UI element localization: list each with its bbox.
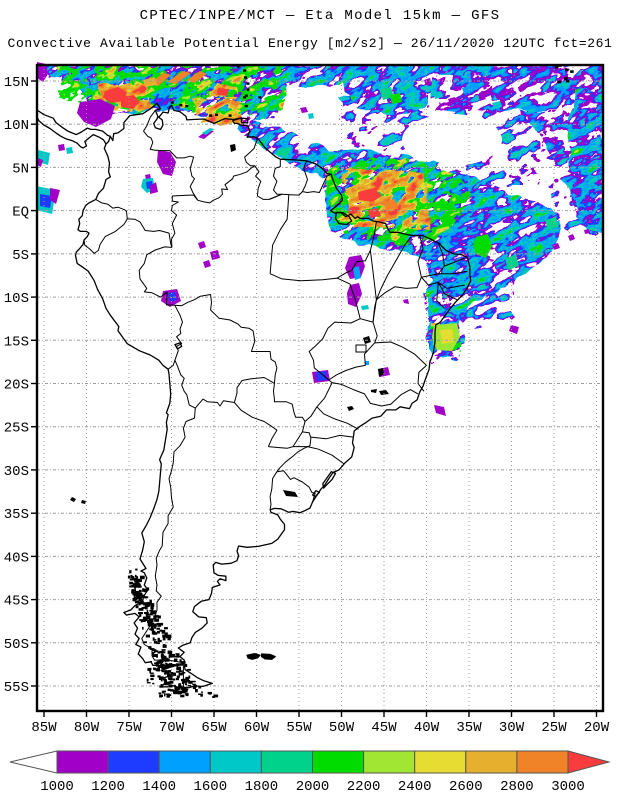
svg-text:3000: 3000 bbox=[551, 779, 585, 795]
svg-text:20W: 20W bbox=[584, 720, 610, 736]
svg-text:50S: 50S bbox=[4, 637, 29, 653]
svg-text:70W: 70W bbox=[159, 720, 185, 736]
svg-text:2400: 2400 bbox=[398, 779, 432, 795]
svg-text:2200: 2200 bbox=[347, 779, 381, 795]
svg-text:40W: 40W bbox=[414, 720, 440, 736]
svg-text:1600: 1600 bbox=[193, 779, 227, 795]
svg-text:2800: 2800 bbox=[500, 779, 534, 795]
svg-text:30S: 30S bbox=[4, 464, 29, 480]
svg-text:60W: 60W bbox=[244, 720, 270, 736]
svg-text:EQ: EQ bbox=[12, 205, 29, 221]
svg-text:45S: 45S bbox=[4, 594, 29, 610]
svg-text:15N: 15N bbox=[4, 75, 29, 91]
svg-text:40S: 40S bbox=[4, 550, 29, 566]
svg-text:20S: 20S bbox=[4, 378, 29, 394]
svg-text:10N: 10N bbox=[4, 118, 29, 134]
svg-text:Convective Available Potential: Convective Available Potential Energy [m… bbox=[8, 36, 613, 51]
svg-text:1800: 1800 bbox=[245, 779, 279, 795]
svg-text:1200: 1200 bbox=[91, 779, 125, 795]
svg-text:65W: 65W bbox=[201, 720, 227, 736]
svg-text:10S: 10S bbox=[4, 291, 29, 307]
svg-text:15S: 15S bbox=[4, 334, 29, 350]
svg-text:1000: 1000 bbox=[40, 779, 74, 795]
svg-text:1400: 1400 bbox=[142, 779, 176, 795]
svg-text:5S: 5S bbox=[12, 248, 29, 264]
svg-text:85W: 85W bbox=[31, 720, 57, 736]
svg-text:45W: 45W bbox=[371, 720, 397, 736]
svg-text:75W: 75W bbox=[116, 720, 142, 736]
svg-text:55W: 55W bbox=[286, 720, 312, 736]
svg-text:25S: 25S bbox=[4, 421, 29, 437]
svg-text:CPTEC/INPE/MCT — Eta Model 15: CPTEC/INPE/MCT — Eta Model 15km — GFS bbox=[140, 8, 501, 24]
svg-text:50W: 50W bbox=[329, 720, 355, 736]
svg-text:25W: 25W bbox=[541, 720, 567, 736]
svg-text:30W: 30W bbox=[499, 720, 525, 736]
svg-text:80W: 80W bbox=[74, 720, 100, 736]
svg-text:55S: 55S bbox=[4, 680, 29, 696]
svg-text:35W: 35W bbox=[456, 720, 482, 736]
svg-text:5N: 5N bbox=[12, 161, 29, 177]
svg-text:2000: 2000 bbox=[296, 779, 330, 795]
svg-text:35S: 35S bbox=[4, 507, 29, 523]
svg-text:2600: 2600 bbox=[449, 779, 483, 795]
